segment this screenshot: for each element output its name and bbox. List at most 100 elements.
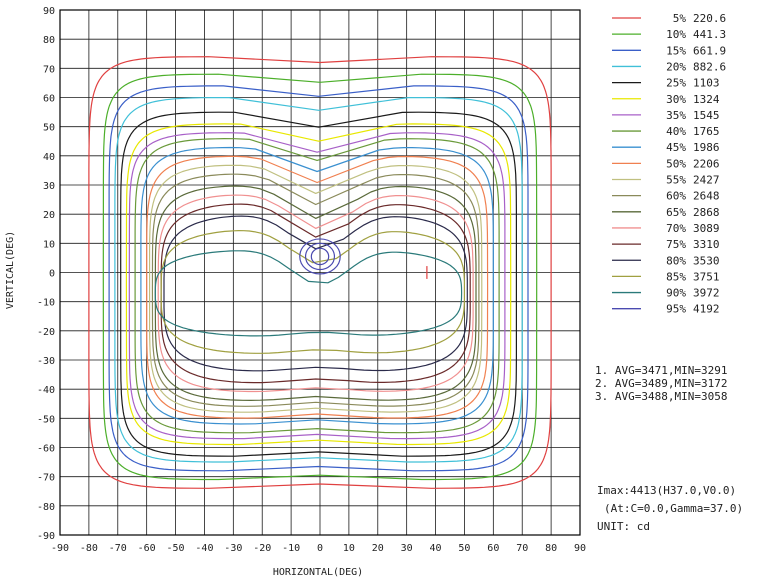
contour-50 xyxy=(146,155,489,419)
contour-95-ring xyxy=(299,238,341,275)
stats-line-2: 2. AVG=3489,MIN=3172 xyxy=(595,377,727,390)
legend-label-5: 5% xyxy=(673,12,687,25)
legend-label-60: 60% xyxy=(666,190,686,203)
legend-label-50: 50% xyxy=(666,157,686,170)
unit-info: UNIT: cd xyxy=(597,520,650,533)
legend-value-35: 1545 xyxy=(693,109,720,122)
legend-value-70: 3089 xyxy=(693,222,720,235)
legend-value-30: 1324 xyxy=(693,93,720,106)
legend-label-25: 25% xyxy=(666,77,686,90)
plot-frame xyxy=(59,9,581,536)
y-tick-label: -30 xyxy=(37,356,55,367)
legend-label-95: 95% xyxy=(666,303,686,316)
x-tick-label: -90 xyxy=(51,543,69,554)
plot-border xyxy=(59,9,581,536)
y-tick-label: 0 xyxy=(49,269,55,280)
legend-value-90: 3972 xyxy=(693,287,720,300)
y-tick-label: 20 xyxy=(43,210,55,221)
legend-value-85: 3751 xyxy=(693,270,720,283)
x-tick-label: -50 xyxy=(167,543,185,554)
legend-label-30: 30% xyxy=(666,93,686,106)
legend-label-35: 35% xyxy=(666,109,686,122)
legend-value-80: 3530 xyxy=(693,254,720,267)
y-tick-label: -80 xyxy=(37,502,55,513)
legend-value-65: 2868 xyxy=(693,206,720,219)
y-tick-label: 70 xyxy=(43,64,55,75)
y-tick-label: -70 xyxy=(37,473,55,484)
x-tick-label: 80 xyxy=(545,543,557,554)
legend-value-5: 220.6 xyxy=(693,12,726,25)
x-tick-label: 0 xyxy=(317,543,323,554)
x-tick-label: -20 xyxy=(253,543,271,554)
legend-value-75: 3310 xyxy=(693,238,720,251)
legend-value-10: 441.3 xyxy=(693,28,726,41)
contour-95-ring xyxy=(304,242,336,271)
legend-value-55: 2427 xyxy=(693,174,720,187)
x-tick-label: -30 xyxy=(224,543,242,554)
legend-value-50: 2206 xyxy=(693,157,720,170)
contour-95 xyxy=(299,238,341,275)
contour-80 xyxy=(163,215,468,372)
y-tick-label: 50 xyxy=(43,123,55,134)
legend-label-70: 70% xyxy=(666,222,686,235)
y-tick-label: -40 xyxy=(37,385,55,396)
x-tick-label: 90 xyxy=(574,543,586,554)
y-tick-label: 10 xyxy=(43,239,55,250)
legend-label-55: 55% xyxy=(666,174,686,187)
legend-label-10: 10% xyxy=(666,28,686,41)
contour-15 xyxy=(108,85,529,472)
contour-35 xyxy=(128,132,506,440)
contour-30 xyxy=(125,123,512,446)
y-tick-label: 40 xyxy=(43,152,55,163)
contour-lines xyxy=(88,56,552,489)
contour-90 xyxy=(154,250,463,337)
legend-value-60: 2648 xyxy=(693,190,720,203)
stats-line-3: 3. AVG=3488,MIN=3058 xyxy=(595,390,727,403)
x-tick-label: -60 xyxy=(138,543,156,554)
y-tick-label: 30 xyxy=(43,181,55,192)
legend-value-45: 1986 xyxy=(693,141,720,154)
y-tick-label: 60 xyxy=(43,94,55,105)
legend-value-95: 4192 xyxy=(693,303,720,316)
x-tick-label: 20 xyxy=(372,543,384,554)
tick-labels: -90 -80 -70 -60 -50 -40 -30 -20 -10 0 10 20 30 40 50 60… xyxy=(37,6,586,554)
legend-label-65: 65% xyxy=(666,206,686,219)
x-tick-label: 10 xyxy=(343,543,355,554)
y-tick-label: 90 xyxy=(43,6,55,17)
contour-25 xyxy=(120,111,517,457)
x-tick-label: -80 xyxy=(80,543,98,554)
y-tick-label: -50 xyxy=(37,414,55,425)
x-axis-label: HORIZONTAL(DEG) xyxy=(273,567,363,578)
legend-label-45: 45% xyxy=(666,141,686,154)
x-tick-label: -10 xyxy=(282,543,300,554)
legend-label-90: 90% xyxy=(666,287,686,300)
legend-value-40: 1765 xyxy=(693,125,720,138)
imax-info: Imax:4413(H37.0,V0.0) xyxy=(597,484,736,497)
y-tick-label: -90 xyxy=(37,531,55,542)
x-tick-label: -70 xyxy=(109,543,127,554)
y-tick-label: 80 xyxy=(43,35,55,46)
legend-label-20: 20% xyxy=(666,60,686,73)
contour-55 xyxy=(149,164,483,413)
contour-45 xyxy=(140,146,494,425)
contour-5 xyxy=(88,56,552,489)
y-axis-label: VERTICAL(DEG) xyxy=(5,231,16,309)
legend-value-15: 661.9 xyxy=(693,44,726,57)
x-tick-label: 50 xyxy=(458,543,470,554)
contour-95-ring xyxy=(310,247,330,266)
x-tick-label: 60 xyxy=(487,543,499,554)
legend-label-15: 15% xyxy=(666,44,686,57)
legend-label-80: 80% xyxy=(666,254,686,267)
legend-value-25: 1103 xyxy=(693,77,720,90)
legend-label-85: 85% xyxy=(666,270,686,283)
y-tick-label: -10 xyxy=(37,298,55,309)
angle-info: (At:C=0.0,Gamma=37.0) xyxy=(604,502,743,515)
y-tick-label: -20 xyxy=(37,327,55,338)
legend: 5% 220.6 10% 441.3 15% 661.9 20% 882.6 25% 1103 30… xyxy=(612,12,726,316)
contour-40 xyxy=(134,138,500,434)
contour-85 xyxy=(160,230,465,354)
contour-60 xyxy=(151,173,480,407)
contour-20 xyxy=(114,97,523,463)
contour-10 xyxy=(102,73,538,481)
